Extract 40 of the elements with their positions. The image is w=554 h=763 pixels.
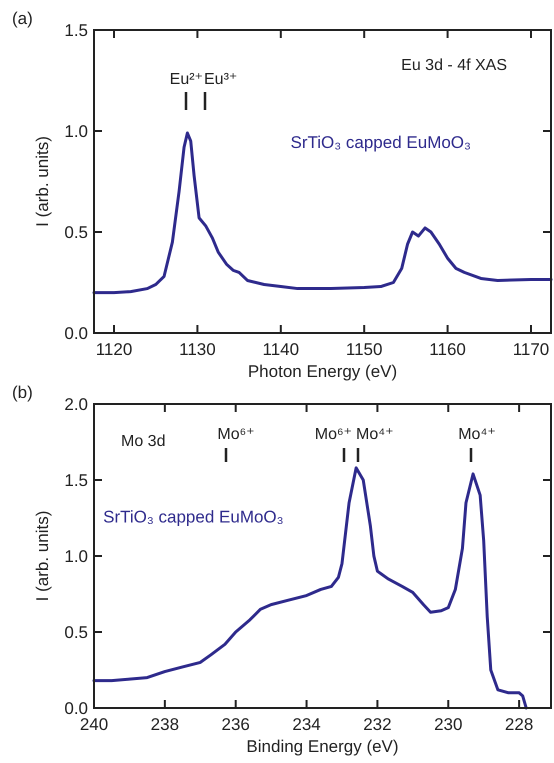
annotation: Mo⁴⁺ <box>458 426 496 443</box>
annotation: Eu 3d - 4f XAS <box>401 57 507 74</box>
y-tick-label: 1.0 <box>64 122 88 141</box>
y-tick-label: 0.0 <box>64 324 88 343</box>
y-tick-label: 0.5 <box>64 623 88 642</box>
line-series <box>92 466 528 710</box>
x-axis-title: Binding Energy (eV) <box>246 737 399 756</box>
chart-title: (a) <box>12 9 33 28</box>
y-axis-title: I (arb. units) <box>33 136 52 227</box>
y-tick-label: 0.0 <box>64 699 88 718</box>
x-tick-label: 1130 <box>179 340 216 359</box>
y-tick-label: 1.5 <box>64 471 88 490</box>
annotation: Mo⁶⁺ <box>217 426 255 443</box>
chart-title: (b) <box>12 383 33 402</box>
y-tick-label: 2.0 <box>64 395 88 414</box>
annotation: Mo⁶⁺ <box>314 426 352 443</box>
x-tick-label: 1160 <box>429 340 466 359</box>
x-tick-label: 236 <box>222 715 250 734</box>
x-tick-label: 240 <box>80 715 108 734</box>
x-tick-label: 234 <box>292 715 321 734</box>
x-tick-label: 230 <box>434 715 462 734</box>
y-tick-label: 1.5 <box>64 21 88 40</box>
y-tick-label: 1.0 <box>64 547 88 566</box>
text: SrTiO₃ capped EuMoO₃ <box>290 133 471 152</box>
annotation: Mo⁴⁺ <box>356 426 394 443</box>
annotation: Eu²⁺ <box>170 71 203 88</box>
text: SrTiO₃ capped EuMoO₃ <box>103 508 284 527</box>
x-tick-label: 1150 <box>346 340 382 359</box>
x-tick-label: 1140 <box>262 340 300 359</box>
annotation: Eu³⁺ <box>204 71 238 88</box>
x-axis-title: Photon Energy (eV) <box>248 362 398 381</box>
line-series <box>92 132 552 294</box>
x-tick-label: 1120 <box>96 340 132 359</box>
x-tick-label: 228 <box>504 715 534 734</box>
y-tick-label: 0.5 <box>64 223 88 242</box>
x-tick-label: 238 <box>150 715 180 734</box>
x-tick-label: 232 <box>363 715 392 734</box>
x-tick-label: 1170 <box>512 340 550 359</box>
annotation: Mo 3d <box>121 433 166 450</box>
y-axis-title: I (arb. units) <box>33 510 52 602</box>
